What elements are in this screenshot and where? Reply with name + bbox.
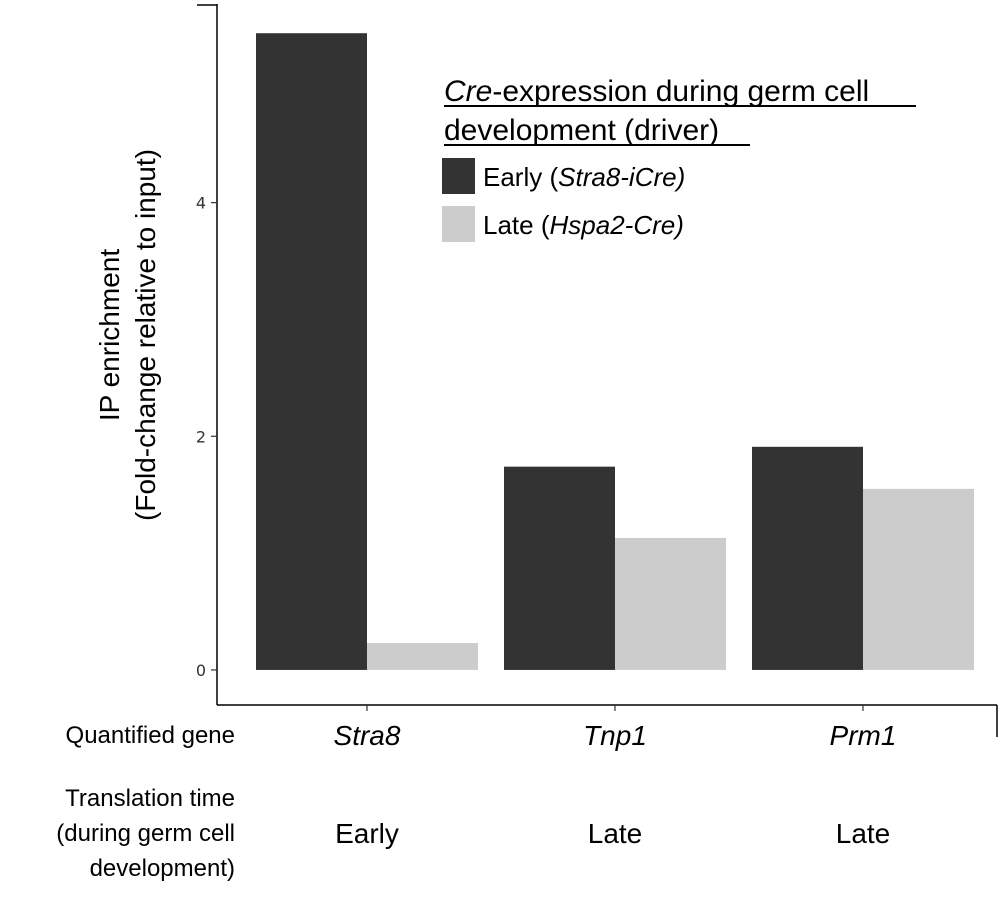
legend-label-late: Late (Hspa2-Cre) (483, 210, 684, 240)
y-axis-label-line: (Fold-change relative to input) (130, 149, 161, 521)
translation-time-tnp1: Late (588, 818, 643, 849)
bars (256, 33, 974, 670)
legend-title-rest: -expression during germ cell (492, 75, 869, 108)
gene-label-prm1: Prm1 (830, 720, 897, 751)
row-label-translation-time-line: development) (90, 855, 235, 882)
translation-time-prm1: Late (836, 818, 891, 849)
legend-series-name: Late ( (483, 210, 550, 240)
chart-text: 0 2 4 Stra8 Early Tnp1 Late Prm1 Late Quantified … (56, 149, 896, 882)
axes (197, 4, 998, 737)
bar-stra8-late (367, 643, 478, 670)
bar-tnp1-late (615, 537, 726, 670)
bar-prm1-early (752, 446, 863, 670)
row-label-quantified-gene: Quantified gene (66, 722, 235, 749)
legend-title-line-1: Cre-expression during germ cell (444, 75, 869, 108)
legend-label-early: Early (Stra8-iCre) (483, 162, 685, 192)
legend-title-italic: Cre (444, 75, 492, 108)
bar-stra8-early (256, 33, 367, 670)
y-axis-label: IP enrichment (Fold-change relative to in… (94, 149, 161, 521)
y-tick-label: 0 (196, 661, 206, 680)
translation-time-stra8: Early (335, 818, 399, 849)
y-tick-label: 2 (196, 427, 206, 446)
legend-title-line-2: development (driver) (444, 114, 719, 147)
legend-series-driver: Stra8-iCre) (558, 162, 685, 192)
legend-swatch-early (442, 158, 475, 194)
bar-tnp1-early (504, 466, 615, 670)
y-tick-label: 4 (196, 194, 206, 213)
gene-label-stra8: Stra8 (334, 720, 401, 751)
legend-series-name: Early ( (483, 162, 558, 192)
gene-label-tnp1: Tnp1 (583, 720, 647, 751)
bar-prm1-late (863, 488, 974, 670)
legend: Cre-expression during germ cell developme… (442, 75, 916, 242)
y-axis-label-line: IP enrichment (94, 249, 125, 421)
row-label-translation-time-line: Translation time (65, 785, 235, 812)
row-label-translation-time-line: (during germ cell (56, 820, 235, 847)
legend-series-driver: Hspa2-Cre) (550, 210, 684, 240)
legend-swatch-late (442, 206, 475, 242)
